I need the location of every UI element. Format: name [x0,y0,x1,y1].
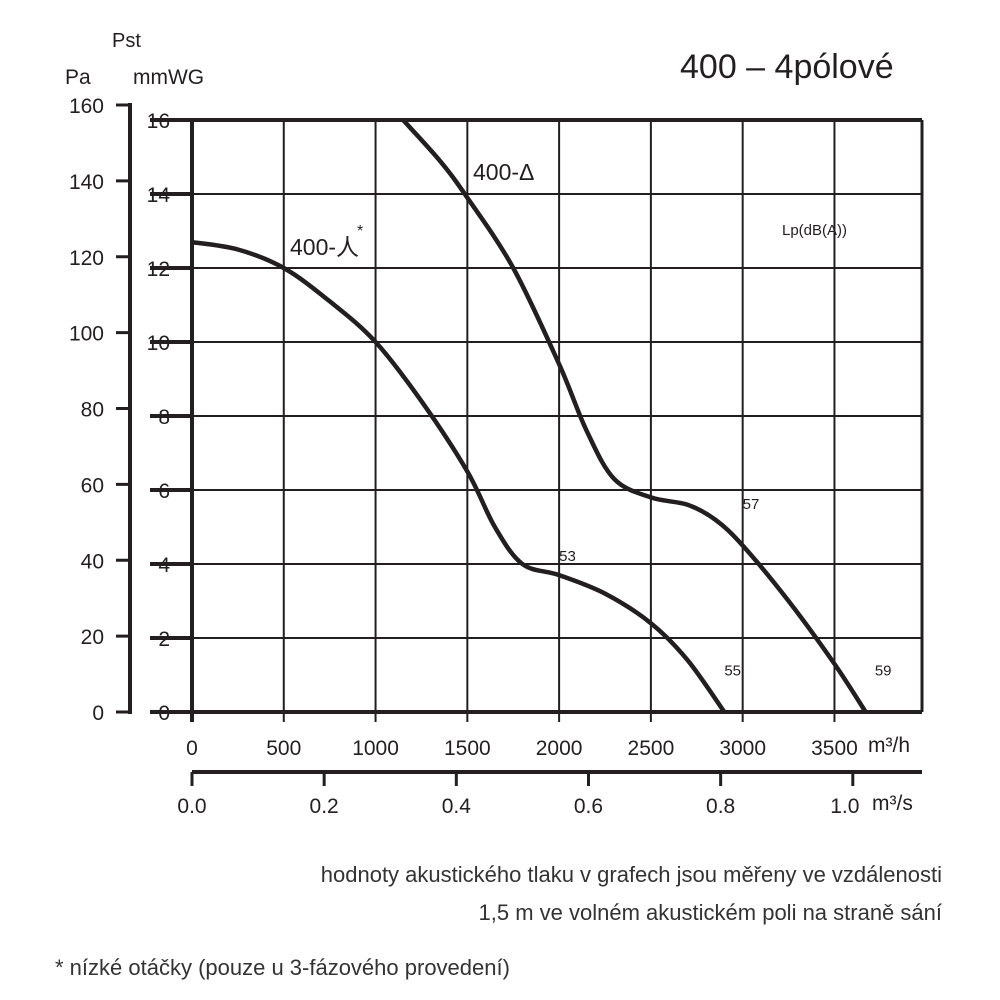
series-label-delta: 400-Δ [473,159,534,185]
x2-unit-m3s: m³/s [872,792,913,815]
x-tick-label: 2000 [536,737,583,760]
y-tick-label-mmwg: 4 [158,554,170,577]
series-curve-star [191,239,727,714]
x-tick-label: 3000 [719,737,766,760]
y-tick-label-pa: 140 [69,171,104,194]
note-line-2: 1,5 m ve volném akustickém poli na stran… [478,900,942,925]
note-line-3: * nízké otáčky (pouze u 3-fázového prove… [55,955,510,980]
x-tick-label: 2500 [628,737,675,760]
x-tick-label: 1000 [352,737,399,760]
x2-tick-label: 0.6 [574,795,603,818]
y-tick-label-mmwg: 8 [158,406,170,429]
y-tick-label-mmwg: 16 [147,110,170,133]
y-tick-label-mmwg: 0 [158,702,170,725]
sound-level-value: 53 [559,548,576,565]
sound-level-value: 59 [875,663,892,680]
y-tick-label-pa: 60 [81,474,104,497]
y-tick-label-mmwg: 14 [147,184,171,207]
x2-tick-label: 0.2 [310,795,339,818]
y-tick-label-pa: 80 [81,399,104,422]
x-tick-label: 0 [186,737,198,760]
y-tick-label-pa: 20 [81,626,104,649]
sound-level-label: Lp(dB(A)) [782,222,848,239]
x-tick-label: 3500 [811,737,858,760]
y-tick-label-mmwg: 6 [158,480,170,503]
y-tick-label-pa: 120 [69,247,104,270]
x2-tick-label: 0.0 [177,795,206,818]
series-label-star-marker: * [357,223,363,240]
y-unit-mmwg: mmWG [133,66,205,89]
y-tick-label-mmwg: 2 [158,628,170,651]
y-axis-label: Pst [112,30,141,52]
y-tick-label-pa: 100 [69,323,104,346]
x2-tick-label: 0.4 [442,795,472,818]
x2-tick-label: 0.8 [706,795,735,818]
x-tick-label: 500 [266,737,301,760]
note-line-1: hodnoty akustického tlaku v grafech jsou… [320,862,942,887]
chart-title: 400 – 4pólové [680,48,894,86]
y-tick-label-mmwg: 10 [147,332,170,355]
x-tick-label: 1500 [444,737,491,760]
y-unit-pa: Pa [65,66,91,89]
x-unit-m3h: m³/h [868,734,910,757]
y-tick-label-mmwg: 12 [147,258,170,281]
series-label-star: 400-人 [290,234,359,260]
sound-level-value: 57 [743,496,760,513]
series-curve-delta [401,118,868,714]
y-tick-label-pa: 40 [81,550,104,573]
sound-level-value: 55 [724,663,741,680]
x2-tick-label: 1.0 [830,795,859,818]
y-tick-label-pa: 0 [92,702,104,725]
y-tick-label-pa: 160 [69,95,104,118]
